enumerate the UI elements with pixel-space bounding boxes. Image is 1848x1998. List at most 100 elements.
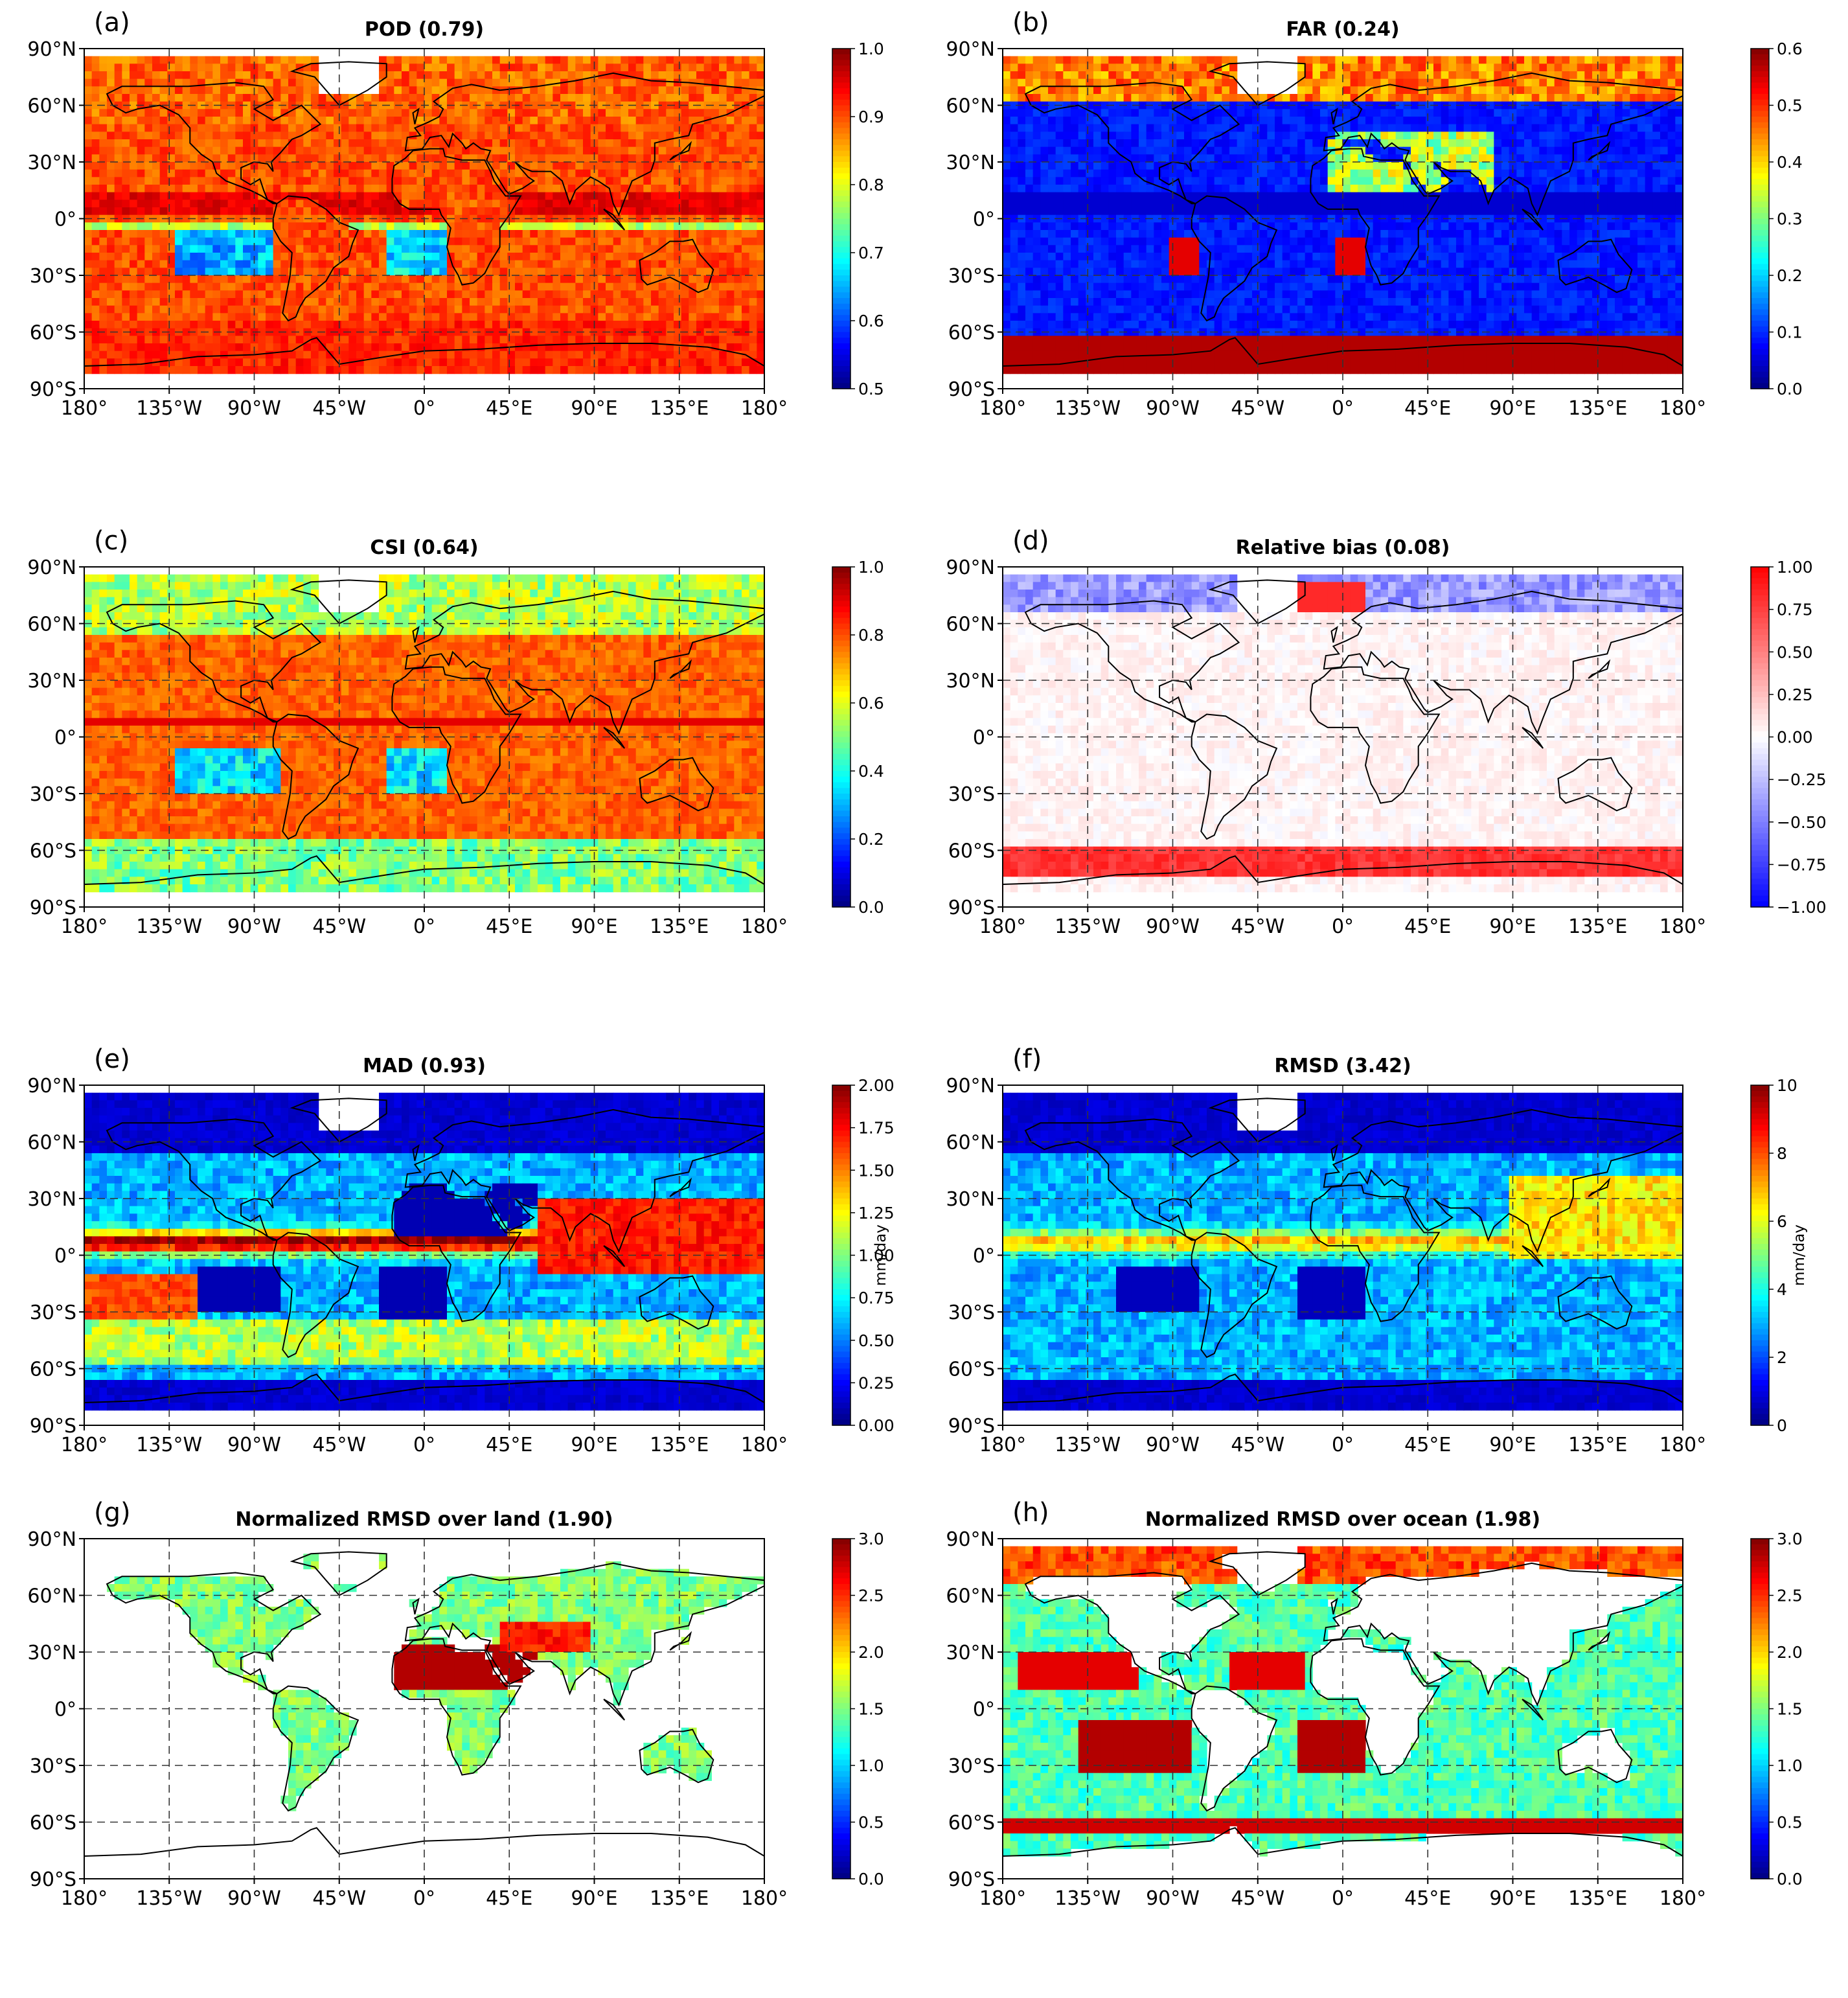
colorbar-tick-label: 0.75 (858, 1289, 895, 1307)
y-tick-label: 90°S (30, 378, 76, 401)
x-tick-label: 45°W (1231, 1887, 1284, 1910)
x-tick-label: 180° (979, 915, 1026, 938)
colorbar-tick-label: 0.2 (1777, 266, 1803, 285)
colorbar-tick-label: 1.0 (858, 40, 884, 58)
x-tick-label: 180° (741, 397, 788, 420)
x-tick-label: 45°E (1404, 915, 1451, 938)
panel-title: CSI (0.64) (370, 536, 478, 559)
colorbar-tick-label: 0.5 (858, 1813, 884, 1832)
x-tick-label: 135°E (650, 915, 709, 938)
coastlines (1002, 1551, 1683, 1879)
x-tick-label: 45°E (486, 397, 532, 420)
heatmap-field (1003, 56, 1683, 374)
chart-svg: (d) Relative bias (0.08) 180° 135°W 90°W 45°W… (946, 526, 1827, 938)
panel-title: Normalized RMSD over ocean (1.98) (1145, 1508, 1540, 1531)
colorbar-tick-label: 10 (1777, 1076, 1797, 1095)
colorbar (832, 1538, 855, 1879)
y-tick-label: 90°S (30, 1415, 76, 1438)
colorbar-tick-label: 0.25 (1777, 685, 1813, 704)
colorbar-tick-label: 0.00 (858, 1416, 895, 1435)
coastlines (1002, 1097, 1683, 1426)
panel-b: (b) FAR (0.24) 180° 135°W 90°W 45°W 0° 45°E 90°E… (918, 0, 1838, 479)
colorbar-tick-label: 0.7 (858, 244, 884, 262)
y-tick-label: 0° (54, 1699, 76, 1721)
panel-title: FAR (0.24) (1286, 18, 1399, 41)
x-tick-label: 0° (413, 915, 435, 938)
y-tick-label: 60°S (948, 840, 995, 863)
x-tick-label: 135°E (1568, 915, 1627, 938)
x-tick-label: 90°E (1489, 1434, 1536, 1456)
colorbar-tick-label: 2.0 (1777, 1643, 1803, 1662)
x-tick-label: 0° (413, 1434, 435, 1456)
x-tick-label: 180° (741, 915, 788, 938)
coastlines (1002, 579, 1683, 908)
panel-c: (c) CSI (0.64) 180° 135°W 90°W 45°W 0° 45°E 90°E… (0, 518, 920, 998)
colorbar-tick-label: 0.50 (858, 1331, 895, 1350)
x-tick-label: 135°E (1568, 1887, 1627, 1910)
y-tick-label: 30°S (948, 1755, 995, 1778)
x-tick-label: 45°E (486, 1434, 532, 1456)
panel-h: (h) Normalized RMSD over ocean (1.98) 180°… (918, 1490, 1838, 1969)
x-tick-label: 135°E (650, 397, 709, 420)
chart-svg: (c) CSI (0.64) 180° 135°W 90°W 45°W 0° 45°E 90°E… (27, 526, 884, 938)
y-tick-label: 30°N (27, 1188, 76, 1211)
colorbar-tick-label: 0.0 (1777, 380, 1803, 398)
x-tick-label: 180° (741, 1887, 788, 1910)
colorbar-tick-label: 0.4 (858, 762, 884, 781)
x-tick-label: 180° (979, 1434, 1026, 1456)
colorbar-tick-label: 2.5 (858, 1587, 884, 1605)
colorbar (832, 48, 855, 389)
chart-svg: (a) POD (0.79) 180° 135°W 90°W 45°W 0° 45°E 90°E… (27, 8, 884, 420)
colorbar (1750, 48, 1774, 389)
colorbar-tick-label: 1.0 (858, 1756, 884, 1775)
panel-title: POD (0.79) (365, 18, 484, 41)
y-tick-label: 60°N (27, 614, 76, 636)
y-tick-label: 60°S (948, 1359, 995, 1381)
x-tick-label: 180° (61, 915, 108, 938)
x-tick-label: 0° (1332, 1887, 1354, 1910)
panel-g: (g) Normalized RMSD over land (1.90) 180° 1… (0, 1490, 920, 1969)
y-tick-label: 90°N (27, 1075, 76, 1097)
x-tick-label: 45°W (312, 397, 366, 420)
y-tick-label: 60°N (27, 95, 76, 118)
colorbar-tick-label: 0.8 (858, 176, 884, 194)
colorbar-tick-label: 4 (1777, 1280, 1787, 1299)
panel-title: Relative bias (0.08) (1236, 536, 1450, 559)
colorbar-tick-label: 1.5 (858, 1700, 884, 1719)
x-tick-label: 135°W (136, 397, 202, 420)
x-tick-label: 90°W (227, 1887, 281, 1910)
chart-svg: (h) Normalized RMSD over ocean (1.98) 180°… (946, 1498, 1803, 1910)
panel-f: (f) RMSD (3.42) 180° 135°W 90°W 45°W 0° 45°E 90°… (918, 1037, 1838, 1516)
x-tick-label: 135°W (136, 1887, 202, 1910)
x-tick-label: 90°W (1146, 1887, 1200, 1910)
x-tick-label: 45°E (1404, 1434, 1451, 1456)
x-tick-label: 180° (1660, 1887, 1706, 1910)
x-tick-label: 90°E (1489, 1887, 1536, 1910)
x-tick-label: 45°E (486, 1887, 532, 1910)
panel-label: (a) (94, 8, 130, 38)
colorbar-tick-label: 1.25 (858, 1204, 895, 1223)
x-tick-label: 90°W (1146, 915, 1200, 938)
x-tick-label: 45°E (1404, 397, 1451, 420)
y-tick-label: 30°S (948, 783, 995, 806)
x-tick-label: 0° (413, 397, 435, 420)
panel-label: (b) (1012, 8, 1049, 38)
colorbar-tick-label: 0.6 (858, 312, 884, 330)
colorbar-tick-label: 0.4 (1777, 153, 1803, 172)
y-tick-label: 90°S (948, 378, 995, 401)
y-tick-label: 0° (973, 727, 995, 750)
colorbar (832, 1085, 855, 1426)
y-tick-label: 30°S (30, 1302, 76, 1324)
colorbar-tick-label: −0.25 (1777, 770, 1827, 789)
panel-e: (e) MAD (0.93) 180° 135°W 90°W 45°W 0° 45°E 90°E… (0, 1037, 920, 1516)
panel-title: Normalized RMSD over land (1.90) (235, 1508, 613, 1531)
grid-lines (84, 1085, 764, 1425)
y-tick-label: 90°N (27, 1528, 76, 1551)
colorbar (832, 566, 855, 908)
x-tick-label: 180° (979, 397, 1026, 420)
chart-svg: (e) MAD (0.93) 180° 135°W 90°W 45°W 0° 45°E 90°E… (27, 1044, 895, 1456)
colorbar-tick-label: 0.1 (1777, 323, 1803, 342)
panel-label: (g) (94, 1498, 131, 1528)
colorbar-tick-label: 0 (1777, 1416, 1787, 1435)
x-tick-label: 0° (1332, 397, 1354, 420)
